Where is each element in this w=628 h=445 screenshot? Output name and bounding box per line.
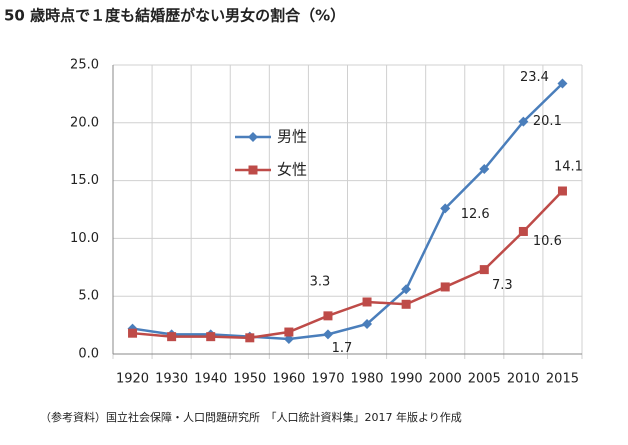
legend-marker xyxy=(248,165,258,175)
data-label: 23.4 xyxy=(520,70,549,85)
point xyxy=(479,164,490,175)
point xyxy=(284,327,294,337)
series-line xyxy=(132,82,564,341)
point xyxy=(323,311,333,321)
x-tick-label: 2000 xyxy=(429,372,462,387)
data-label: 3.3 xyxy=(310,274,331,289)
point xyxy=(167,332,177,342)
y-tick-label: 25.0 xyxy=(70,58,99,73)
y-tick-label: 15.0 xyxy=(70,173,99,188)
legend-label: 男性 xyxy=(277,128,307,146)
source-note: （参考資料）国立社会保障・人口問題研究所 「人口統計資料集」2017 年版より作… xyxy=(40,410,462,424)
y-tick-label: 10.0 xyxy=(70,231,99,246)
y-tick-label: 5.0 xyxy=(78,289,99,304)
x-tick-label: 2010 xyxy=(507,372,540,387)
point xyxy=(440,203,451,214)
point xyxy=(440,282,450,292)
point xyxy=(401,284,412,295)
point xyxy=(518,226,528,236)
x-tick-label: 1950 xyxy=(233,372,266,387)
y-tick-label: 20.0 xyxy=(70,115,99,130)
chart-title: 50 歳時点で１度も結婚歴がない男女の割合（%） xyxy=(4,7,345,25)
data-label: 1.7 xyxy=(332,341,353,356)
x-tick-label: 1940 xyxy=(194,372,227,387)
point xyxy=(128,328,138,338)
data-label: 7.3 xyxy=(492,278,513,293)
data-label: 14.1 xyxy=(554,160,583,175)
point xyxy=(479,265,489,275)
y-tick-label: 0.0 xyxy=(78,347,99,362)
point xyxy=(362,318,373,329)
legend-label: 女性 xyxy=(277,161,307,179)
data-label: 20.1 xyxy=(533,114,562,129)
x-tick-label: 1980 xyxy=(350,372,383,387)
point xyxy=(557,78,568,89)
data-label: 10.6 xyxy=(533,234,562,249)
data-label: 12.6 xyxy=(461,207,490,222)
x-tick-label: 1990 xyxy=(390,372,423,387)
point xyxy=(322,329,333,340)
point xyxy=(518,116,529,127)
x-tick-label: 1960 xyxy=(272,372,305,387)
x-tick-label: 2015 xyxy=(546,372,579,387)
x-tick-label: 1930 xyxy=(155,372,188,387)
series-line xyxy=(132,190,564,340)
point xyxy=(362,297,372,307)
point xyxy=(206,332,216,342)
point xyxy=(245,333,255,343)
point xyxy=(557,186,567,196)
x-tick-label: 1970 xyxy=(311,372,344,387)
point xyxy=(401,299,411,309)
x-tick-label: 2005 xyxy=(468,372,501,387)
x-tick-label: 1920 xyxy=(116,372,149,387)
legend-marker xyxy=(248,132,258,142)
